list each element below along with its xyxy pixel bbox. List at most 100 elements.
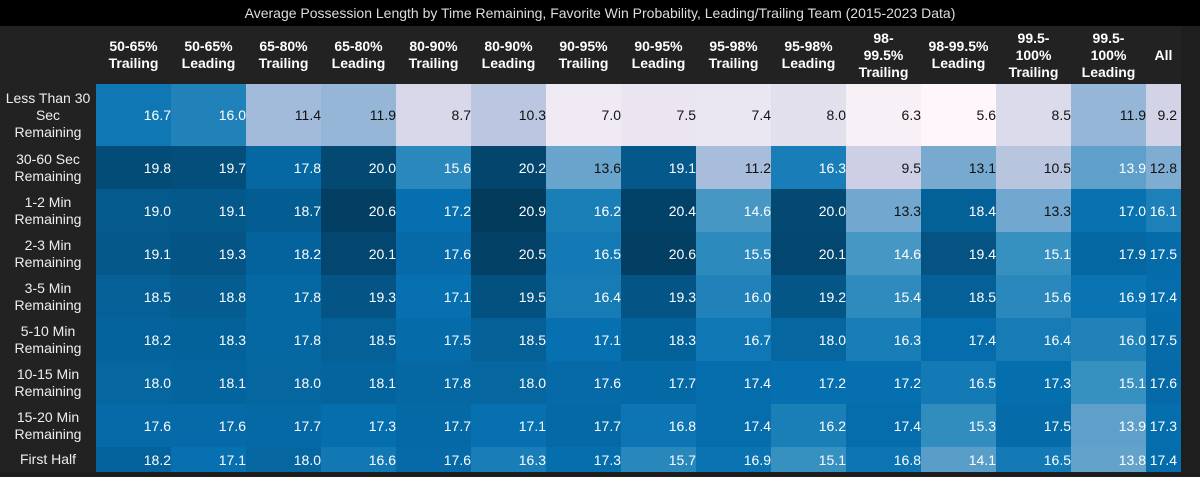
heatmap-cell: 15.1 xyxy=(1071,361,1146,404)
heatmap-row: First Half 18.2 17.1 18.0 16.6 17.6 16.3 17.3 15… xyxy=(0,447,1181,472)
heatmap-cell: 15.6 xyxy=(996,275,1071,318)
heatmap-cell: 17.4 xyxy=(1146,447,1181,472)
heatmap-cell: 16.5 xyxy=(996,447,1071,472)
heatmap-cell: 17.4 xyxy=(846,404,921,447)
heatmap-cell: 17.3 xyxy=(1146,404,1181,447)
column-header-line: 99.5- xyxy=(1092,29,1125,46)
column-header: 99.5- 100% Trailing xyxy=(996,26,1071,84)
heatmap-cell: 17.5 xyxy=(396,318,471,361)
heatmap-cell: 15.6 xyxy=(396,146,471,189)
heatmap-cell: 16.1 xyxy=(1146,189,1181,232)
row-header-line: 2-3 Min xyxy=(24,236,72,253)
row-header: 2-3 Min Remaining xyxy=(0,232,96,275)
row-header: 3-5 Min Remaining xyxy=(0,275,96,318)
column-header-line: Trailing xyxy=(708,55,759,71)
heatmap-cell: 19.1 xyxy=(96,232,171,275)
column-header-line: Trailing xyxy=(858,63,909,80)
column-header-line: 95-98% xyxy=(709,38,758,54)
column-header: 90-95% Trailing xyxy=(546,26,621,84)
heatmap-cell: 17.4 xyxy=(696,361,771,404)
heatmap-cell: 17.2 xyxy=(846,361,921,404)
heatmap-cell: 17.6 xyxy=(171,404,246,447)
heatmap-cell: 15.1 xyxy=(771,447,846,472)
heatmap-cell: 13.9 xyxy=(1071,146,1146,189)
heatmap-cell: 17.7 xyxy=(246,404,321,447)
heatmap-cell: 16.5 xyxy=(921,361,996,404)
column-header-line: 99.5% xyxy=(863,46,904,63)
heatmap-cell: 16.7 xyxy=(696,318,771,361)
heatmap-cell: 17.7 xyxy=(621,361,696,404)
column-header-line: 65-80% xyxy=(334,38,383,54)
heatmap-cell: 20.5 xyxy=(471,232,546,275)
column-header: 80-90% Trailing xyxy=(396,26,471,84)
heatmap-cell: 18.2 xyxy=(96,447,171,472)
column-header-line: 95-98% xyxy=(784,38,833,54)
heatmap-cell: 14.6 xyxy=(846,232,921,275)
heatmap-cell: 18.0 xyxy=(471,361,546,404)
column-header-line: Leading xyxy=(781,55,836,71)
heatmap-cell: 18.1 xyxy=(171,361,246,404)
heatmap-cell: 17.0 xyxy=(1071,189,1146,232)
chart-title: Average Possession Length by Time Remain… xyxy=(0,0,1200,26)
heatmap-cell: 19.7 xyxy=(171,146,246,189)
heatmap-row: 2-3 Min Remaining 19.1 19.3 18.2 20.1 17.6 20.5… xyxy=(0,232,1181,275)
column-header: 65-80% Trailing xyxy=(246,26,321,84)
heatmap-cell: 10.5 xyxy=(996,146,1071,189)
heatmap-cell: 17.1 xyxy=(171,447,246,472)
heatmap-cell: 17.5 xyxy=(996,404,1071,447)
heatmap-cell: 7.5 xyxy=(621,84,696,146)
column-header-line: Leading xyxy=(331,55,386,71)
row-header-line: 10-15 Min xyxy=(16,365,80,382)
column-header: 90-95% Leading xyxy=(621,26,696,84)
heatmap-cell: 16.9 xyxy=(1071,275,1146,318)
heatmap-cell: 14.6 xyxy=(696,189,771,232)
column-header-line: 100% xyxy=(1015,46,1052,63)
heatmap-cell: 18.5 xyxy=(96,275,171,318)
heatmap-cell: 17.3 xyxy=(546,447,621,472)
heatmap-cell: 19.8 xyxy=(96,146,171,189)
column-header: 50-65% Trailing xyxy=(96,26,171,84)
column-header-line: Trailing xyxy=(558,55,609,71)
row-header-line: Less Than 30 xyxy=(5,89,91,106)
heatmap-cell: 7.0 xyxy=(546,84,621,146)
column-header-line: Trailing xyxy=(258,55,309,71)
heatmap-cell: 17.8 xyxy=(396,361,471,404)
heatmap-body: Less Than 30 Sec Remaining 16.7 16.0 11.4 11.9… xyxy=(0,84,1181,472)
heatmap-cell: 18.1 xyxy=(321,361,396,404)
heatmap-cell: 20.4 xyxy=(621,189,696,232)
heatmap-cell: 6.3 xyxy=(846,84,921,146)
row-header: 5-10 Min Remaining xyxy=(0,318,96,361)
heatmap-cell: 17.3 xyxy=(321,404,396,447)
heatmap-cell: 18.5 xyxy=(321,318,396,361)
row-header-line: Remaining xyxy=(14,210,82,227)
heatmap-cell: 14.1 xyxy=(921,447,996,472)
heatmap-cell: 19.0 xyxy=(96,189,171,232)
heatmap-cell: 20.9 xyxy=(471,189,546,232)
column-header-line: 80-90% xyxy=(409,38,458,54)
heatmap-row: 3-5 Min Remaining 18.5 18.8 17.8 19.3 17.1 19.5… xyxy=(0,275,1181,318)
heatmap-cell: 8.0 xyxy=(771,84,846,146)
column-header: 95-98% Leading xyxy=(771,26,846,84)
column-header: 80-90% Leading xyxy=(471,26,546,84)
heatmap-cell: 20.1 xyxy=(771,232,846,275)
heatmap-cell: 18.5 xyxy=(921,275,996,318)
heatmap-cell: 15.3 xyxy=(921,404,996,447)
heatmap-row: 15-20 Min Remaining 17.6 17.6 17.7 17.3 17.7 17… xyxy=(0,404,1181,447)
heatmap-cell: 19.3 xyxy=(321,275,396,318)
heatmap-table: 50-65% Trailing 50-65% Leading 65-80% Trailin… xyxy=(0,26,1181,472)
heatmap-cell: 18.0 xyxy=(246,447,321,472)
heatmap-cell: 17.8 xyxy=(246,275,321,318)
column-header: 95-98% Trailing xyxy=(696,26,771,84)
heatmap-cell: 18.2 xyxy=(246,232,321,275)
heatmap-cell: 20.6 xyxy=(621,232,696,275)
column-header-line: Leading xyxy=(1081,63,1136,80)
row-header: Less Than 30 Sec Remaining xyxy=(0,84,96,146)
heatmap-cell: 17.7 xyxy=(546,404,621,447)
column-header-line: 100% xyxy=(1090,46,1127,63)
heatmap-cell: 17.5 xyxy=(1146,232,1181,275)
column-header-line: Leading xyxy=(631,55,686,71)
heatmap-cell: 16.8 xyxy=(621,404,696,447)
row-header-line: 3-5 Min xyxy=(24,279,72,296)
column-header-line: 90-95% xyxy=(559,38,608,54)
heatmap-cell: 17.3 xyxy=(996,361,1071,404)
